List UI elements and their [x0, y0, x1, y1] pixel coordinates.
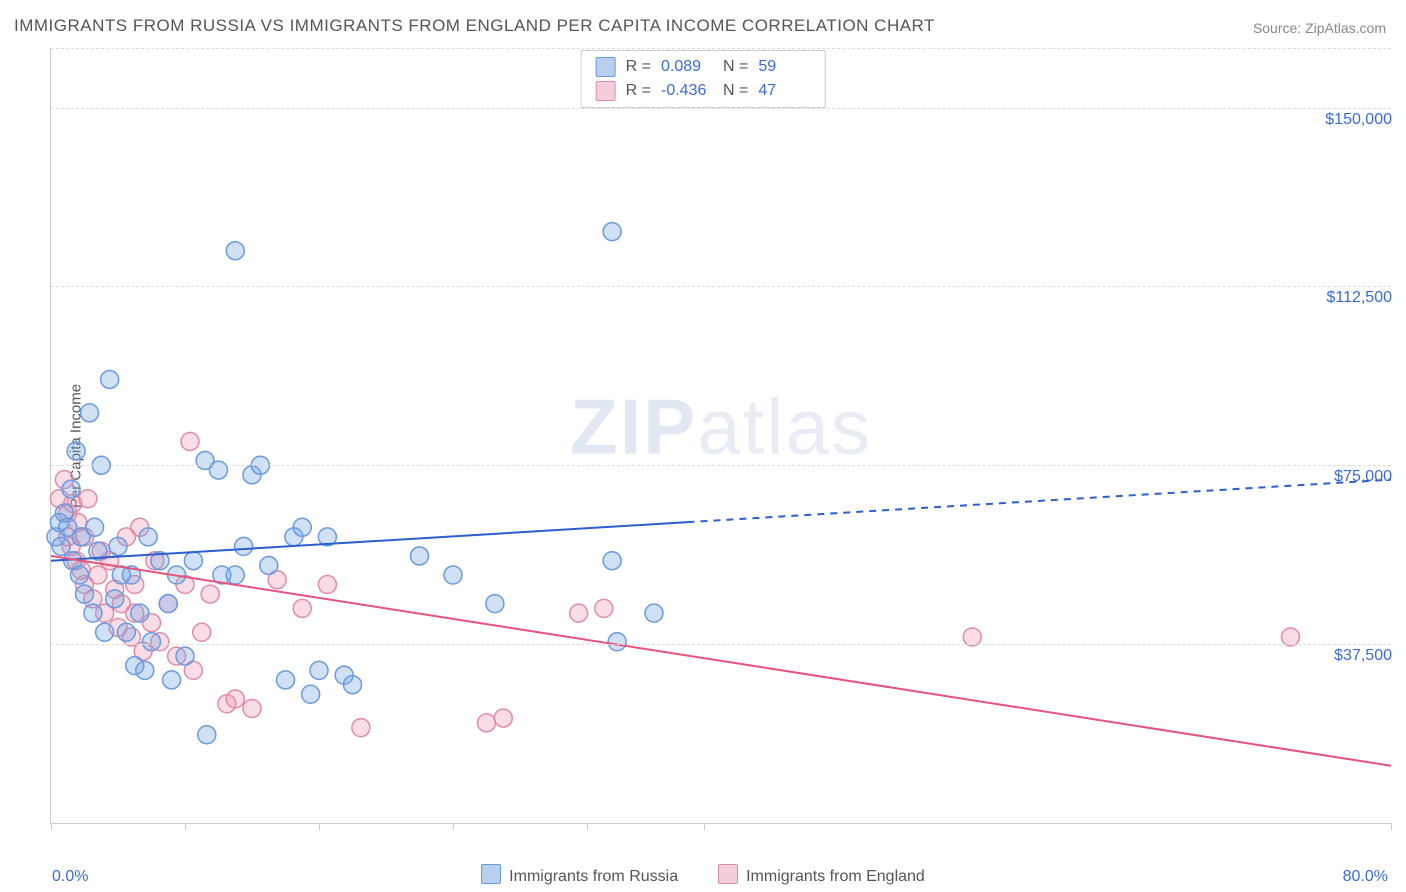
data-point-russia	[198, 726, 216, 744]
data-point-russia	[645, 604, 663, 622]
data-point-russia	[70, 566, 88, 584]
y-tick-label: $75,000	[1334, 468, 1392, 486]
regression-line-dashed-russia	[688, 480, 1392, 523]
data-point-russia	[62, 480, 80, 498]
plot-area: ZIPatlas	[50, 48, 1391, 824]
data-point-england	[352, 719, 370, 737]
data-point-russia	[67, 442, 85, 460]
legend-item-russia: Immigrants from Russia	[481, 864, 678, 886]
bottom-legend: Immigrants from Russia Immigrants from En…	[0, 864, 1406, 886]
stat-row-england: R = -0.436 N = 47	[596, 79, 811, 103]
data-point-russia	[163, 671, 181, 689]
x-tick	[319, 823, 320, 830]
x-tick	[704, 823, 705, 830]
x-tick	[185, 823, 186, 830]
legend-swatch-england	[718, 864, 738, 884]
n-value: 47	[758, 79, 810, 103]
swatch-russia	[596, 57, 616, 77]
plot-svg	[51, 48, 1391, 823]
gridline	[51, 48, 1391, 49]
data-point-england	[570, 604, 588, 622]
data-point-russia	[608, 633, 626, 651]
data-point-russia	[117, 623, 135, 641]
x-tick	[453, 823, 454, 830]
data-point-russia	[310, 661, 328, 679]
data-point-russia	[86, 518, 104, 536]
x-tick	[587, 823, 588, 830]
r-value: -0.436	[661, 79, 713, 103]
legend-swatch-russia	[481, 864, 501, 884]
data-point-russia	[84, 604, 102, 622]
data-point-england	[181, 432, 199, 450]
data-point-england	[79, 490, 97, 508]
data-point-russia	[76, 585, 94, 603]
gridline	[51, 286, 1391, 287]
data-point-russia	[226, 242, 244, 260]
legend-item-england: Immigrants from England	[718, 864, 925, 886]
data-point-russia	[136, 661, 154, 679]
gridline	[51, 644, 1391, 645]
r-label: R =	[626, 79, 651, 103]
n-label: N =	[723, 55, 748, 79]
data-point-russia	[293, 518, 311, 536]
source-label: Source: ZipAtlas.com	[1253, 20, 1386, 36]
data-point-russia	[81, 404, 99, 422]
n-value: 59	[758, 55, 810, 79]
data-point-russia	[159, 595, 177, 613]
data-point-england	[193, 623, 211, 641]
data-point-russia	[411, 547, 429, 565]
data-point-russia	[101, 370, 119, 388]
data-point-russia	[235, 537, 253, 555]
data-point-russia	[260, 556, 278, 574]
data-point-russia	[143, 633, 161, 651]
data-point-russia	[302, 685, 320, 703]
data-point-england	[243, 700, 261, 718]
data-point-russia	[277, 671, 295, 689]
r-label: R =	[626, 55, 651, 79]
data-point-england	[201, 585, 219, 603]
stats-legend-box: R = 0.089 N = 59 R = -0.436 N = 47	[581, 50, 826, 108]
data-point-england	[494, 709, 512, 727]
r-value: 0.089	[661, 55, 713, 79]
swatch-england	[596, 81, 616, 101]
y-tick-label: $112,500	[1326, 289, 1392, 307]
legend-label: Immigrants from Russia	[509, 868, 678, 885]
data-point-russia	[131, 604, 149, 622]
data-point-russia	[603, 552, 621, 570]
chart-title: IMMIGRANTS FROM RUSSIA VS IMMIGRANTS FRO…	[14, 16, 935, 36]
data-point-england	[478, 714, 496, 732]
n-label: N =	[723, 79, 748, 103]
data-point-russia	[96, 623, 114, 641]
regression-line-england	[51, 556, 1391, 766]
x-tick	[51, 823, 52, 830]
y-tick-label: $150,000	[1325, 111, 1392, 129]
chart-container: IMMIGRANTS FROM RUSSIA VS IMMIGRANTS FRO…	[0, 0, 1406, 892]
data-point-russia	[603, 223, 621, 241]
data-point-russia	[184, 552, 202, 570]
data-point-england	[293, 599, 311, 617]
stat-row-russia: R = 0.089 N = 59	[596, 55, 811, 79]
data-point-england	[595, 599, 613, 617]
data-point-russia	[344, 676, 362, 694]
x-tick	[1391, 823, 1392, 830]
y-tick-label: $37,500	[1334, 647, 1392, 665]
legend-label: Immigrants from England	[746, 868, 925, 885]
data-point-russia	[210, 461, 228, 479]
data-point-russia	[109, 537, 127, 555]
data-point-russia	[106, 590, 124, 608]
gridline	[51, 465, 1391, 466]
data-point-russia	[176, 647, 194, 665]
data-point-russia	[486, 595, 504, 613]
data-point-russia	[139, 528, 157, 546]
data-point-russia	[444, 566, 462, 584]
data-point-england	[318, 576, 336, 594]
data-point-england	[226, 690, 244, 708]
data-point-russia	[226, 566, 244, 584]
